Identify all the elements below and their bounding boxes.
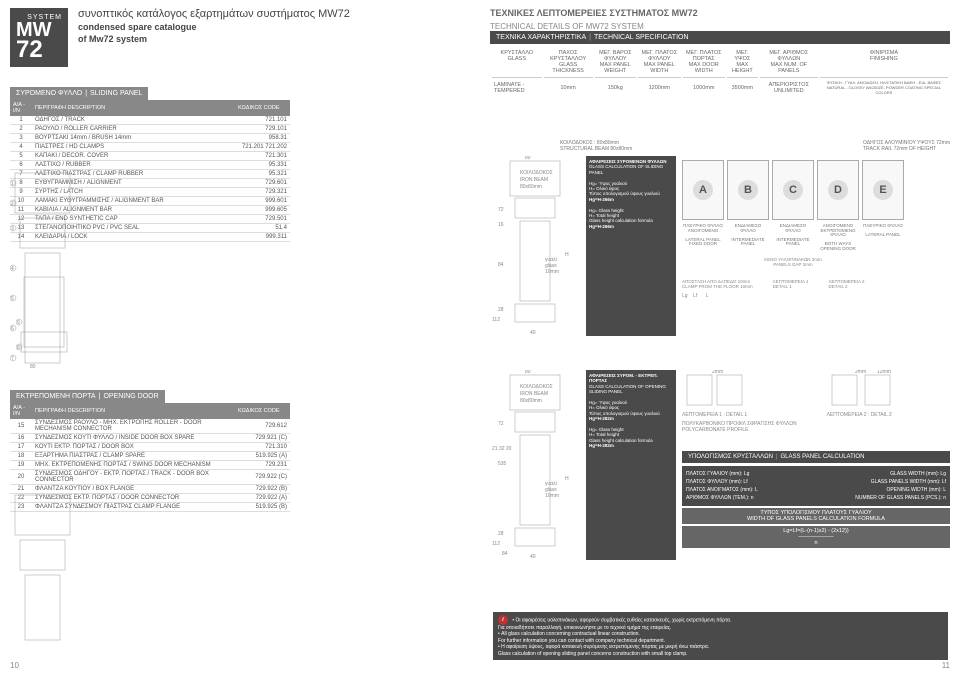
table-row: 18ΕΞΑΡΤΗΜΑ ΠΙΑΣΤΡΑΣ / CLAMP SPARE519.925… — [10, 451, 290, 460]
logo-72: 72 — [16, 39, 62, 61]
panel-box: E — [862, 160, 904, 220]
sliding-section-title: ΣΥΡΟΜΕΝΟ ΦΥΛΛΟ|SLIDING PANEL — [10, 87, 148, 100]
svg-text:10mm: 10mm — [545, 493, 559, 499]
title-en2: of Mw72 system — [78, 34, 470, 44]
opening-elevation-section: ΚΟΙΛΟΔΟΚΟΣ IRON BEAM 80x80mm 80 72 21 32… — [490, 370, 580, 560]
calc-box: ΠΛΑΤΟΣ ΓΥΑΛΙΟΥ (mm): LgGLASS WIDTH (mm):… — [682, 466, 950, 506]
info-notes: i • Οι αφαιρέσεις υαλοπινάκων, αφορούν σ… — [493, 612, 948, 661]
svg-text:10mm: 10mm — [545, 269, 559, 275]
svg-text:28: 28 — [498, 307, 504, 313]
title-en1: condensed spare catalogue — [78, 22, 470, 32]
svg-text:1: 1 — [11, 181, 14, 187]
table-row: 19ΜΗΧ. ΕΚΤΡΕΠΟΜΕΝΗΣ ΠΟΡΤΑΣ / SWING DOOR … — [10, 460, 290, 469]
opening-section-title: ΕΚΤΡΕΠΟΜΕΝΗ ΠΟΡΤΑ|OPENING DOOR — [10, 390, 165, 403]
svg-text:IRON BEAM: IRON BEAM — [520, 391, 548, 397]
svg-text:7: 7 — [11, 356, 14, 362]
title-block: συνοπτικός κατάλογος εξαρτημάτων συστήμα… — [78, 8, 470, 67]
svg-text:112: 112 — [492, 317, 500, 323]
svg-text:H: H — [565, 476, 569, 482]
table-row: 17ΚΟΥΤΙ ΕΚΤΡ. ΠΟΡΤΑΣ / DOOR BOX721.310 — [10, 442, 290, 451]
svg-text:40: 40 — [530, 554, 536, 560]
svg-text:80x80mm: 80x80mm — [520, 184, 542, 190]
table-row: 15ΣΥΝΔΕΣΜΟΣ ΡΑΟΥΛΟ - ΜΗΧ. ΕΚΤΡΟΠΗΣ ROLLE… — [10, 419, 290, 434]
svg-text:5: 5 — [11, 296, 14, 302]
svg-text:80x80mm: 80x80mm — [520, 398, 542, 404]
svg-text:IRON BEAM: IRON BEAM — [520, 177, 548, 183]
svg-text:535: 535 — [498, 461, 507, 467]
svg-text:2mm: 2mm — [855, 370, 866, 375]
svg-text:ΚΟΙΛΟΔΟΚΟΣ: ΚΟΙΛΟΔΟΚΟΣ — [520, 170, 553, 176]
svg-text:84: 84 — [498, 262, 504, 268]
spec-bar: ΤΕΧΝΙΚΑ ΧΑΡΑΚΤΗΡΙΣΤΙΚΑ|TECHNICAL SPECIFI… — [490, 31, 950, 44]
svg-text:112: 112 — [492, 541, 500, 547]
panels-elevation: ABCDE ΠΛΕΥΡΙΚΟ ΦΥΛΛΟ ΑΝΟΙΓΟΜΕΝΟLATERAL P… — [682, 156, 904, 336]
panel-box: A — [682, 160, 724, 220]
svg-text:80: 80 — [525, 156, 531, 161]
page-number-left: 10 — [10, 661, 19, 670]
panel-box: B — [727, 160, 769, 220]
svg-text:72: 72 — [498, 207, 504, 213]
table-row: 20ΣΥΝΔΕΣΜΟΣ ΟΔΗΓΟΥ - ΕΚΤΡ. ΠΟΡΤΑΣ / TRAC… — [10, 469, 290, 484]
sliding-elevation-section: ΚΟΙΛΟΔΟΚΟΣ IRON BEAM 80x80mm 80 72 16 84… — [490, 156, 580, 336]
table-row: 5ΚΑΠΑΚΙ / DECOR. COVER721.301 — [10, 151, 290, 160]
logo-box: SYSTEM MW 72 — [10, 8, 68, 67]
tech-header: ΤΕΧΝΙΚΕΣ ΛΕΠΤΟΜΕΡΕΙΕΣ ΣΥΣΤΗΜΑΤΟΣ MW72 TE… — [490, 8, 950, 31]
svg-text:H: H — [565, 252, 569, 258]
svg-text:84: 84 — [502, 551, 508, 557]
calc-formula-title: ΤΥΠΟΣ ΥΠΟΛΟΓΙΣΜΟΥ ΠΛΑΤΟΥΣ ΓΥΑΛΙΟΥWIDTH O… — [682, 508, 950, 524]
svg-text:3: 3 — [11, 226, 14, 232]
svg-text:28: 28 — [498, 531, 504, 537]
calc-formula: Lg=Lf=(L-(n-1)x2) - (2x12))─────────n — [682, 526, 950, 548]
svg-text:6: 6 — [11, 326, 14, 332]
svg-text:ΚΟΙΛΟΔΟΚΟΣ: ΚΟΙΛΟΔΟΚΟΣ — [520, 384, 553, 390]
svg-text:2: 2 — [11, 201, 14, 207]
table-row: 16ΣΥΝΔΕΣΜΟΣ ΚΟΥΤΙ ΦΥΛΛΟ / INSIDE DOOR BO… — [10, 433, 290, 442]
spec-table: ΚΡΥΣΤΑΛΛΟGLASSΠΑΧΟΣ ΚΡΥΣΤΑΛΛΟΥGLASS THIC… — [490, 47, 950, 99]
sliding-section-drawing: 1 2 3 4 5 6 7 — [10, 168, 80, 388]
opening-detail-drawing — [10, 490, 80, 650]
svg-text:40: 40 — [530, 330, 536, 336]
detail2-drawing: 2mm 12mm — [827, 370, 897, 410]
afair-opening-box: ΑΦΑΙΡΕΣΕΙΣ ΣΥΡΟΜ. - ΕΚΤΡΕΠ. ΠΟΡΤΑΣGLASS … — [586, 370, 676, 560]
info-icon: i — [498, 615, 508, 625]
title-gr: συνοπτικός κατάλογος εξαρτημάτων συστήμα… — [78, 8, 470, 20]
table-row: 1ΟΔΗΓΟΣ / TRACK721.101 — [10, 116, 290, 125]
svg-text:12mm: 12mm — [877, 370, 891, 375]
svg-text:16: 16 — [498, 222, 504, 228]
panel-box: D — [817, 160, 859, 220]
svg-text:2mm: 2mm — [712, 370, 723, 375]
svg-text:80: 80 — [525, 370, 531, 375]
table-row: 4ΠΙΑΣΤΡΕΣ / HD CLAMPS721.201 721.202 — [10, 142, 290, 151]
afair-sliding-box: ΑΦΑΙΡΕΣΕΙΣ ΣΥΡΟΜΕΝΩΝ ΦΥΛΛΩΝGLASS CALCULA… — [586, 156, 676, 336]
svg-text:72: 72 — [498, 421, 504, 427]
detail1-drawing: 2mm — [682, 370, 752, 410]
page-number-right: 11 — [942, 661, 950, 670]
svg-text:21 32 20: 21 32 20 — [492, 446, 512, 452]
svg-text:4: 4 — [11, 266, 14, 272]
table-row: 2ΡΑΟΥΛΟ / ROLLER CARRIER729.101 — [10, 124, 290, 133]
table-row: 3ΒΟΥΡΤΣΑΚΙ 14mm / BRUSH 14mm958.31 — [10, 133, 290, 142]
panel-box: C — [772, 160, 814, 220]
